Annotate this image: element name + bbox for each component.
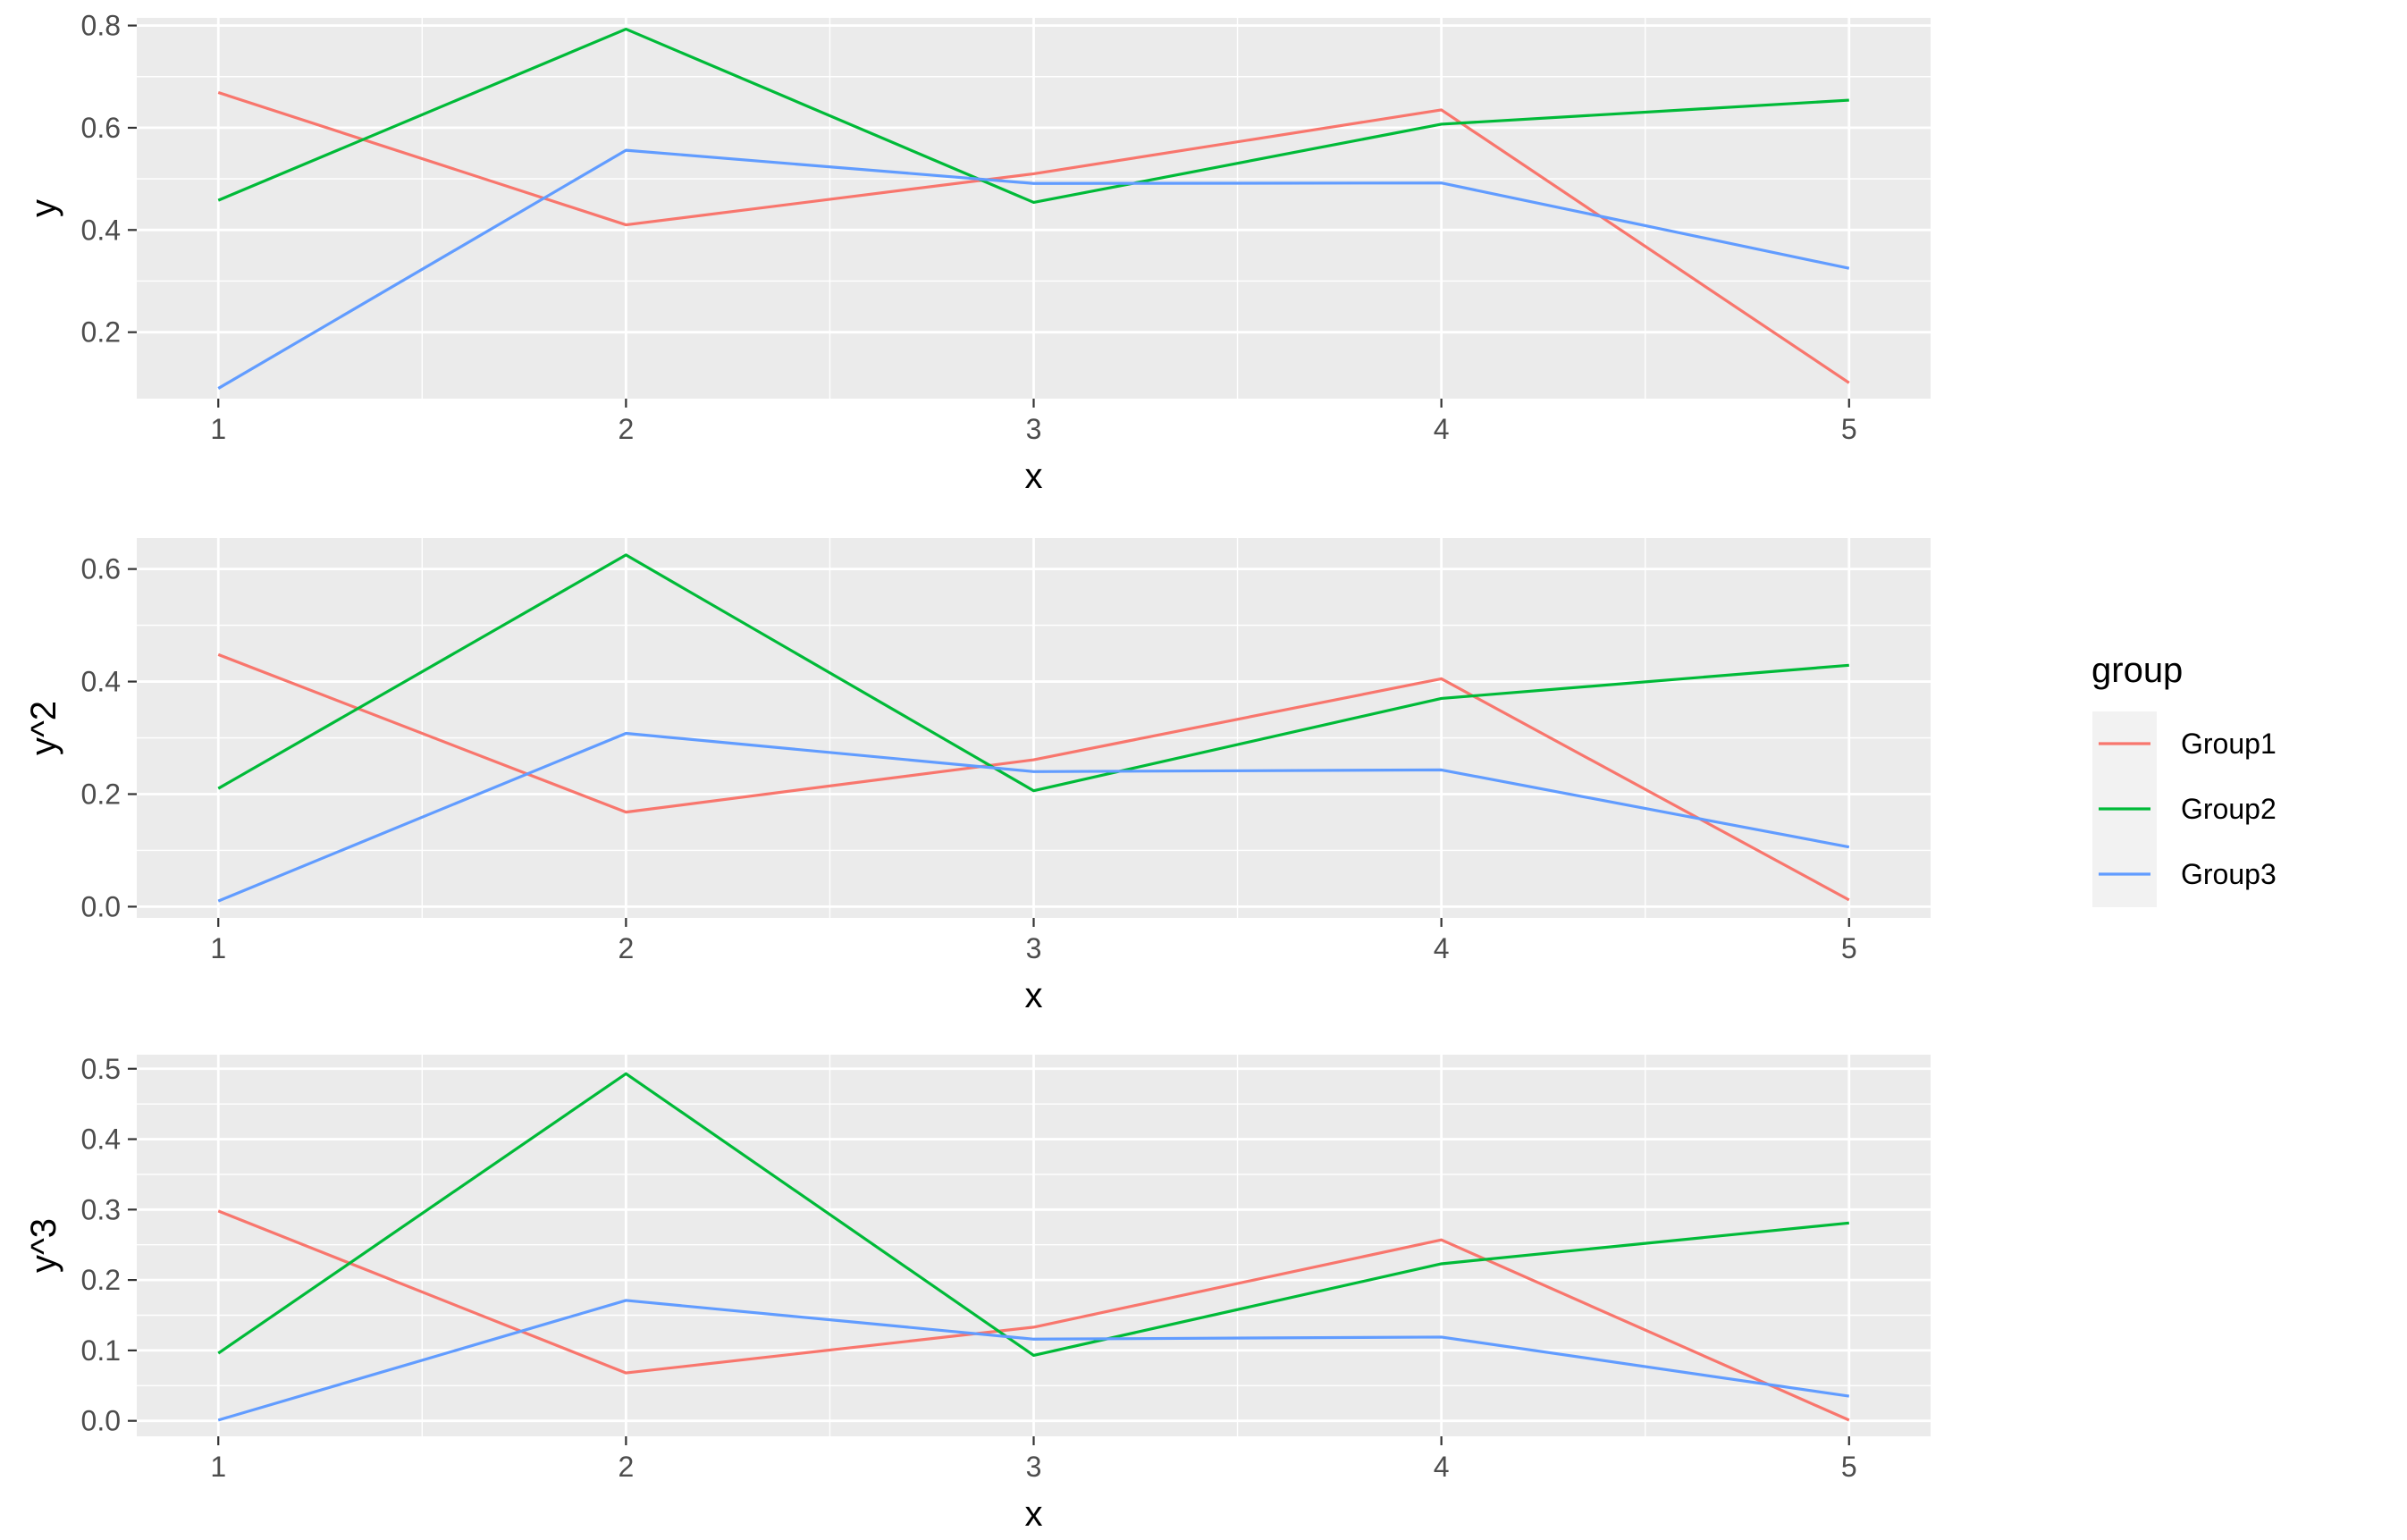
legend-item-group1: Group1 [2099, 728, 2277, 760]
panel-2-line-group3 [217, 731, 1850, 903]
panel-3-x-axis-title: x [1025, 1494, 1043, 1534]
legend-label-group3: Group3 [2181, 858, 2277, 890]
chart-legend: group Group1 Group2 Group3 [2091, 651, 2277, 907]
panel-2-xtick-label: 4 [1434, 932, 1450, 964]
panel-1-xtick-label: 3 [1026, 413, 1042, 445]
panel-1-y-axis-title: y [24, 199, 63, 217]
panel-1: 1 2 3 4 5 0.2 0.4 0.6 0.8 x y [24, 10, 1931, 496]
legend-label-group2: Group2 [2181, 793, 2277, 825]
panel-3-ytick-label: 0.1 [81, 1334, 121, 1367]
panel-3-ytick-label: 0.3 [81, 1193, 121, 1225]
panel-2-line-group2 [217, 553, 1849, 793]
panel-3-xtick-label: 5 [1841, 1451, 1857, 1483]
panel-2-y-axis-title: y^2 [24, 701, 63, 755]
panel-2: 1 2 3 4 5 0.0 0.2 0.4 0.6 x y^2 [24, 538, 1931, 1015]
panel-1-xtick-label: 2 [618, 413, 634, 445]
panel-3-line-group3 [217, 1299, 1850, 1422]
panel-1-line-group1 [217, 90, 1850, 384]
panel-1-ytick-label: 0.2 [81, 316, 121, 349]
panel-1-xtick-label: 1 [210, 413, 226, 445]
panel-1-ytick-label: 0.8 [81, 10, 121, 42]
panel-3-y-axis-title: y^3 [24, 1218, 63, 1273]
panel-2-xtick-label: 1 [210, 932, 226, 964]
panel-3-ytick-label: 0.5 [81, 1053, 121, 1085]
panel-1-line-group2 [217, 27, 1849, 205]
panel-3-ytick-label: 0.2 [81, 1264, 121, 1296]
legend-item-group3: Group3 [2099, 858, 2277, 890]
panel-2-xtick-label: 3 [1026, 932, 1042, 964]
panel-1-line-group3 [217, 148, 1850, 390]
panel-1-ytick-label: 0.4 [81, 214, 121, 246]
panel-3: 1 2 3 4 5 0.0 0.1 0.2 0.3 0.4 0.5 x y^3 [24, 1053, 1931, 1534]
panel-3-xtick-label: 2 [618, 1451, 634, 1483]
panel-2-line-group1 [217, 652, 1850, 902]
panel-3-line-group1 [217, 1209, 1850, 1422]
panel-2-ytick-label: 0.4 [81, 666, 121, 698]
panel-3-ytick-label: 0.0 [81, 1405, 121, 1437]
legend-item-group2: Group2 [2099, 793, 2277, 825]
panel-2-xtick-label: 2 [618, 932, 634, 964]
panel-3-xtick-label: 4 [1434, 1451, 1450, 1483]
panel-3-xtick-label: 1 [210, 1451, 226, 1483]
panel-1-x-axis-title: x [1025, 457, 1043, 496]
panel-1-xtick-label: 5 [1841, 413, 1857, 445]
panel-2-x-axis-title: x [1025, 976, 1043, 1015]
panel-1-ytick-label: 0.6 [81, 112, 121, 144]
panel-3-line-group2 [217, 1072, 1849, 1358]
panel-2-ytick-label: 0.6 [81, 553, 121, 585]
legend-label-group1: Group1 [2181, 728, 2277, 760]
panel-3-xtick-label: 3 [1026, 1451, 1042, 1483]
panel-1-xtick-label: 4 [1434, 413, 1450, 445]
legend-title: group [2091, 651, 2183, 690]
panel-3-ytick-label: 0.4 [81, 1123, 121, 1156]
panel-2-ytick-label: 0.2 [81, 778, 121, 810]
panel-2-ytick-label: 0.0 [81, 890, 121, 922]
panel-2-xtick-label: 5 [1841, 932, 1857, 964]
chart-panels: 1 2 3 4 5 0.2 0.4 0.6 0.8 x y 1 2 3 4 5 0.0 0.2 0.4 0.6 x y^2… [24, 10, 1931, 1534]
